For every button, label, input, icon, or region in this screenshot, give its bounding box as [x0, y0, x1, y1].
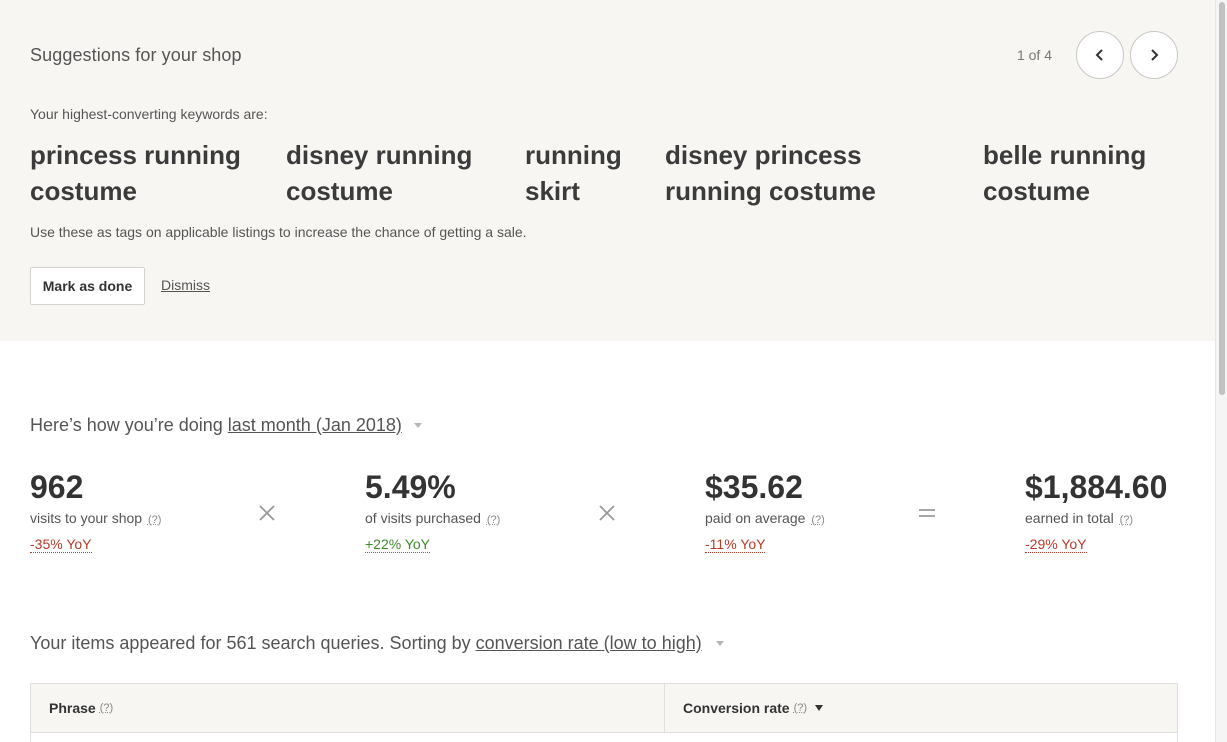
mark-as-done-button[interactable]: Mark as done [30, 267, 145, 305]
metric-value: 5.49% [365, 469, 456, 505]
metric-yoy: -11% YoY [705, 536, 766, 553]
search-queries-heading: Your items appeared for 561 search queri… [30, 633, 724, 654]
column-header-conversion-rate[interactable]: Conversion rate (?) [665, 684, 1177, 732]
keyword-3: running skirt [525, 140, 622, 206]
keyword-2: disney running costume [286, 140, 473, 206]
suggestions-panel: Suggestions for your shop 1 of 4 Your hi… [0, 0, 1215, 341]
keyword-5: belle running costume [983, 140, 1147, 206]
metric-label: of visits purchased (?) [365, 510, 501, 526]
dismiss-link[interactable]: Dismiss [161, 277, 210, 293]
metric-label: visits to your shop (?) [30, 510, 162, 526]
help-icon[interactable]: (?) [811, 514, 825, 526]
metric-label: paid on average (?) [705, 510, 825, 526]
metric-value: $35.62 [705, 469, 803, 505]
scrollbar-thumb[interactable] [1219, 2, 1225, 395]
multiply-icon [598, 497, 616, 529]
metric-label: earned in total (?) [1025, 510, 1134, 526]
metric-conversion: 5.49% of visits purchased (?) +22% YoY [365, 467, 500, 554]
keyword-1: princess running costume [30, 140, 241, 206]
sort-descending-icon [815, 705, 824, 711]
metric-average-paid: $35.62 paid on average (?) -11% YoY [705, 467, 825, 554]
help-icon[interactable]: (?) [147, 514, 162, 526]
equals-icon [918, 497, 936, 529]
help-icon[interactable]: (?) [1119, 514, 1134, 526]
metric-visits: 962 visits to your shop (?) -35% YoY [30, 467, 161, 554]
vertical-scrollbar[interactable] [1215, 0, 1227, 742]
next-suggestion-button[interactable] [1130, 31, 1178, 79]
metric-yoy: -29% YoY [1025, 536, 1087, 553]
chevron-right-icon [1151, 49, 1159, 61]
keywords-note: Use these as tags on applicable listings… [30, 224, 527, 240]
suggestions-pager: 1 of 4 [1017, 31, 1178, 79]
search-queries-intro: Your items appeared for 561 search queri… [30, 633, 471, 653]
sort-selector[interactable]: conversion rate (low to high) [475, 633, 702, 653]
previous-suggestion-button[interactable] [1076, 31, 1124, 79]
keyword-4: disney princess running costume [665, 140, 876, 206]
performance-heading: Here’s how you’re doing last month (Jan … [30, 415, 422, 436]
multiply-icon [258, 497, 276, 529]
metric-value: 962 [30, 469, 84, 505]
performance-intro: Here’s how you’re doing [30, 415, 223, 435]
caret-down-icon[interactable] [413, 423, 422, 428]
chevron-left-icon [1095, 49, 1103, 61]
column-header-phrase[interactable]: Phrase (?) [31, 684, 665, 732]
help-icon[interactable]: (?) [486, 514, 501, 526]
metric-earned-total: $1,884.60 earned in total (?) -29% YoY [1025, 467, 1167, 554]
metric-value: $1,884.60 [1025, 469, 1168, 505]
suggestions-title: Suggestions for your shop [30, 45, 242, 65]
table-header: Phrase (?) Conversion rate (?) [31, 684, 1177, 733]
period-selector[interactable]: last month (Jan 2018) [227, 415, 402, 435]
help-icon[interactable]: (?) [99, 702, 114, 714]
pager-count: 1 of 4 [1016, 47, 1052, 63]
metric-yoy: -35% YoY [30, 536, 92, 553]
metric-yoy: +22% YoY [365, 536, 431, 553]
caret-down-icon[interactable] [715, 641, 724, 646]
keywords-intro: Your highest-converting keywords are: [30, 106, 268, 122]
help-icon[interactable]: (?) [793, 702, 808, 714]
search-queries-table: Phrase (?) Conversion rate (?) [30, 683, 1178, 742]
